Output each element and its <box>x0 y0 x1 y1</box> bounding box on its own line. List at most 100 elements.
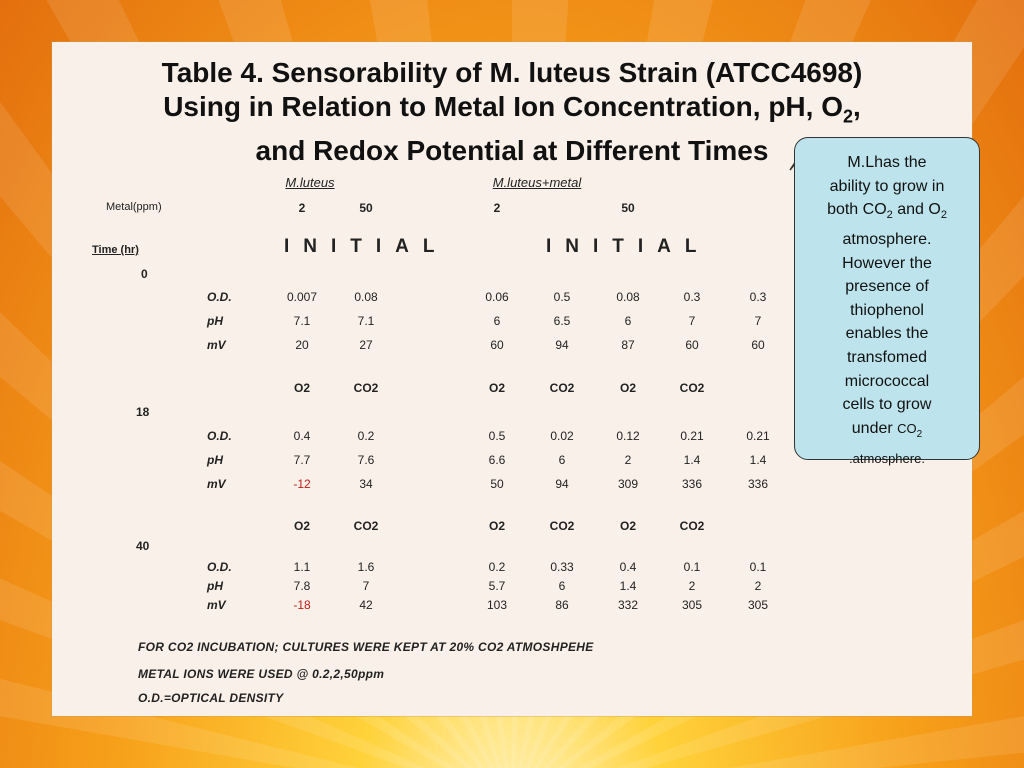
cell: 7.6 <box>357 453 375 467</box>
cell: 336 <box>681 477 703 491</box>
slide-title: Table 4. Sensorability of M. luteus Stra… <box>52 56 972 168</box>
cell: 0.21 <box>746 429 770 443</box>
time-18: 18 <box>136 405 150 419</box>
cell: 7 <box>362 579 370 593</box>
cell: 0.3 <box>749 290 767 304</box>
row-label-od: O.D. <box>207 560 232 574</box>
gas-label: CO2 <box>679 381 705 395</box>
title-line-3: and Redox Potential at Different Times <box>255 134 769 166</box>
callout-line: presence of <box>845 278 929 296</box>
cell: 7.1 <box>357 314 375 328</box>
cell: 0.5 <box>488 429 506 443</box>
initial-label-1: INITIAL <box>284 236 449 257</box>
cell: 7 <box>754 314 762 328</box>
callout-subscript: 2 <box>940 209 947 222</box>
callout-subscript: 2 <box>886 209 893 222</box>
gas-label: CO2 <box>549 519 575 533</box>
callout-text: and O <box>892 201 941 219</box>
cell: 1.4 <box>749 453 767 467</box>
time-40: 40 <box>136 539 150 553</box>
cell: 1.4 <box>683 453 701 467</box>
cell: 2 <box>688 579 696 593</box>
footnote-co2-incubation: FOR CO2 INCUBATION; CULTURES WERE KEPT A… <box>138 640 594 654</box>
callout-subscript: 2 <box>916 428 923 440</box>
cell: 0.4 <box>293 429 311 443</box>
callout-line: cells to grow <box>842 396 932 414</box>
cell: 0.3 <box>683 290 701 304</box>
cell: 0.02 <box>550 429 574 443</box>
cell: 60 <box>685 338 699 352</box>
cell: 1.1 <box>293 560 311 574</box>
callout-line: both CO2 and O2 <box>803 198 971 228</box>
callout-line: micrococcal <box>844 372 930 390</box>
cell: 86 <box>555 598 569 612</box>
gas-label: CO2 <box>353 519 379 533</box>
time-hr-label: Time (hr) <box>92 244 139 256</box>
metal-ppm-label: Metal(ppm) <box>106 201 162 213</box>
callout-line: .atmosphere. <box>849 450 925 466</box>
gas-label: CO2 <box>679 519 705 533</box>
cell: 27 <box>359 338 373 352</box>
cell: 20 <box>295 338 309 352</box>
cell: 0.007 <box>286 290 318 304</box>
cell: 0.08 <box>354 290 378 304</box>
footnote-od-definition: O.D.=OPTICAL DENSITY <box>138 691 284 705</box>
cell: 6 <box>493 314 501 328</box>
cell: 305 <box>747 598 769 612</box>
cell: 309 <box>617 477 639 491</box>
cell: 7.7 <box>293 453 311 467</box>
row-label-mv: mV <box>207 598 226 612</box>
cell: 0.1 <box>683 560 701 574</box>
cell: 6 <box>558 453 566 467</box>
gas-label: O2 <box>619 519 637 533</box>
cell: 94 <box>555 477 569 491</box>
cell-negative: -18 <box>293 598 311 612</box>
cell: 7.8 <box>293 579 311 593</box>
gas-label: O2 <box>619 381 637 395</box>
cell: 1.6 <box>357 560 375 574</box>
callout-line: enables the <box>845 325 929 343</box>
metal-value: 2 <box>298 201 306 215</box>
callout-line: transfomed <box>846 348 928 366</box>
metal-value: 50 <box>359 201 373 215</box>
cell: 60 <box>751 338 765 352</box>
cell: 42 <box>359 598 373 612</box>
metal-value: 2 <box>493 201 501 215</box>
metal-value: 50 <box>621 201 635 215</box>
callout-line: However the <box>842 254 932 272</box>
header-m-luteus-metal: M.luteus+metal <box>492 175 582 190</box>
callout-line: atmosphere. <box>842 230 932 248</box>
title-line-2-text: Using in Relation to Metal Ion Concentra… <box>163 91 843 122</box>
row-label-ph: pH <box>207 453 223 467</box>
cell: 0.21 <box>680 429 704 443</box>
gas-label: O2 <box>293 519 311 533</box>
cell-negative: -12 <box>293 477 311 491</box>
time-0: 0 <box>141 267 148 281</box>
gas-label: CO2 <box>549 381 575 395</box>
cell: 34 <box>359 477 373 491</box>
gas-label: O2 <box>488 519 506 533</box>
footnote-metal-ions: METAL IONS WERE USED @ 0.2,2,50ppm <box>138 667 385 681</box>
cell: 6.5 <box>553 314 571 328</box>
cell: 2 <box>754 579 762 593</box>
cell: 305 <box>681 598 703 612</box>
cell: 1.4 <box>619 579 637 593</box>
title-line-2: Using in Relation to Metal Ion Concentra… <box>52 90 972 134</box>
callout-text: CO <box>897 420 917 436</box>
cell: 0.5 <box>553 290 571 304</box>
cell: 103 <box>486 598 508 612</box>
cell: 2 <box>624 453 632 467</box>
gas-label: O2 <box>488 381 506 395</box>
cell: 87 <box>621 338 635 352</box>
callout-note: M.Lhas the ability to grow in both CO2 a… <box>794 137 980 466</box>
cell: 7 <box>688 314 696 328</box>
cell: 50 <box>490 477 504 491</box>
cell: 0.2 <box>488 560 506 574</box>
cell: 7.1 <box>293 314 311 328</box>
gas-label: O2 <box>293 381 311 395</box>
cell: 5.7 <box>488 579 506 593</box>
row-label-ph: pH <box>207 579 223 593</box>
callout-line: thiophenol <box>850 301 924 319</box>
title-line-1: Table 4. Sensorability of M. luteus Stra… <box>161 57 863 88</box>
